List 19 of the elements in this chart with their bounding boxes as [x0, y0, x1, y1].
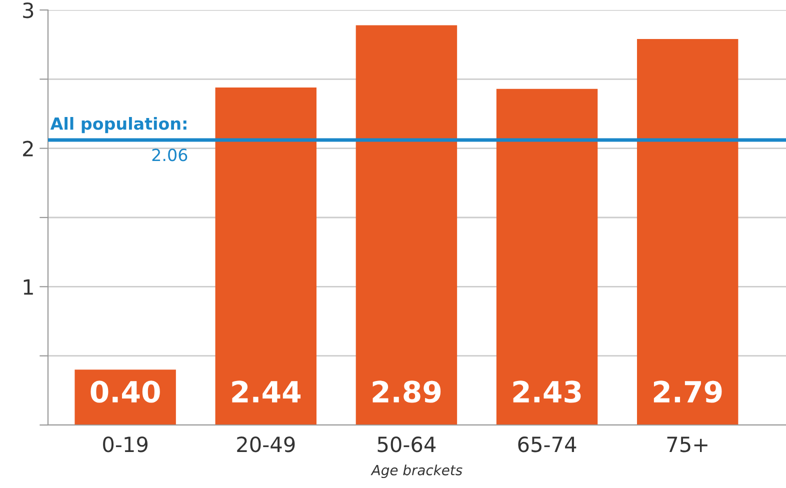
y-tick-label: 3 [23, 2, 34, 18]
data-label: 2.89 [372, 380, 441, 403]
data-label: 0.40 [90, 380, 160, 403]
y-tick-label: 1 [24, 279, 33, 295]
ref-line-label: All population: 2.06 [50, 116, 188, 162]
bar [215, 87, 316, 425]
x-tick-label: 75+ [667, 436, 708, 452]
bar [496, 88, 598, 425]
data-label: 2.43 [513, 380, 581, 403]
x-tick-label: 20-49 [237, 436, 295, 452]
bar [356, 25, 458, 425]
x-tick-label: 65-74 [518, 436, 576, 452]
y-tick-label: 2 [23, 140, 33, 156]
data-label: 2.44 [232, 380, 301, 402]
data-label: 2.79 [654, 380, 722, 403]
x-axis-title: Age brackets [370, 464, 462, 478]
x-tick-label: 0-19 [103, 436, 148, 452]
x-tick-label: 50-64 [378, 436, 436, 452]
bar [636, 39, 738, 425]
